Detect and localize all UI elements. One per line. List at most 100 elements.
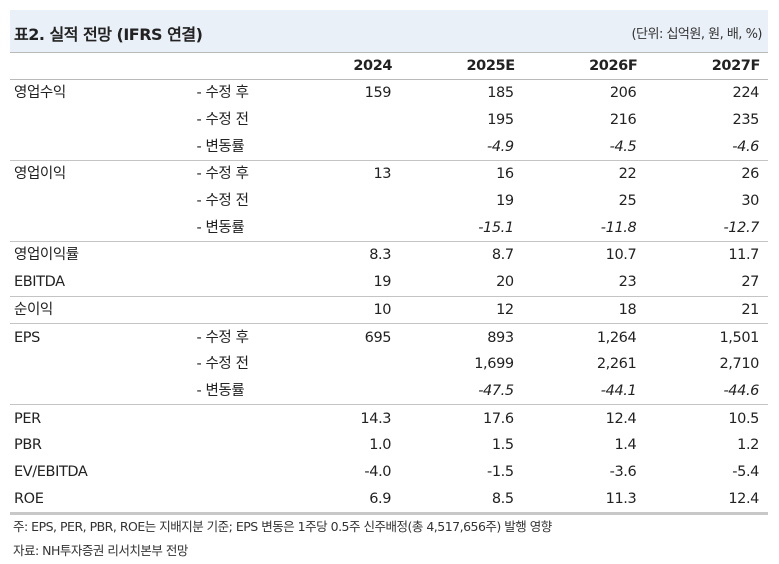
table-row: EBITDA 19 20 23 27 — [10, 269, 768, 296]
cell-value — [338, 351, 400, 378]
cell-value: 30 — [741, 193, 759, 210]
row-sublabel — [196, 269, 337, 296]
cell-value: 893 — [400, 323, 523, 351]
cell-value: 195 — [487, 112, 514, 129]
cell-value: 21 — [645, 295, 768, 324]
cell-value: 1.2 — [737, 437, 759, 454]
table-row: - 수정 전 19 25 30 — [10, 188, 768, 215]
cell-value: 20 — [496, 274, 514, 291]
cell-value: 1.4 — [614, 437, 637, 454]
row-label — [10, 378, 196, 405]
cell-value: 16 — [400, 160, 523, 188]
cell-value: 8.5 — [400, 485, 523, 516]
cell-value: 10 — [337, 295, 401, 324]
cell-value: 235 — [732, 112, 760, 129]
cell-value: 17.6 — [400, 404, 523, 432]
header-2025e: 2025E — [400, 53, 523, 80]
cell-value — [338, 133, 400, 160]
cell-value: 25 — [618, 193, 637, 210]
row-label — [10, 188, 196, 215]
row-sublabel — [196, 241, 338, 269]
cell-value: -12.7 — [723, 219, 759, 236]
cell-value: 1.0 — [369, 437, 392, 454]
cell-value: -5.4 — [732, 463, 759, 480]
row-sublabel: - 수정 전 — [196, 356, 249, 373]
table-row: 영업이익률 8.3 8.7 10.7 11.7 — [10, 241, 768, 269]
row-sublabel: - 수정 후 — [196, 323, 338, 351]
row-label: EBITDA — [14, 274, 65, 291]
row-label: EPS — [10, 323, 197, 351]
cell-value: 695 — [337, 323, 401, 351]
cell-value: 2,261 — [596, 356, 637, 373]
row-sublabel — [196, 404, 338, 432]
cell-value: 8.3 — [337, 241, 401, 269]
table-row: ROE 6.9 8.5 11.3 12.4 — [10, 485, 768, 516]
table-title: 표2. 실적 전망 (IFRS 연결) — [14, 25, 203, 44]
earnings-forecast-table: 2024 2025E 2026F 2027F 영업수익 - 수정 후 159 185 2… — [10, 53, 768, 516]
cell-value: -44.1 — [600, 382, 637, 399]
table-row: - 변동률 -15.1 -11.8 -12.7 — [10, 214, 768, 241]
table-row: EV/EBITDA -4.0 -1.5 -3.6 -5.4 — [10, 459, 768, 486]
cell-value: 18 — [522, 295, 646, 324]
header-label — [10, 53, 197, 80]
table-row: 순이익 10 12 18 21 — [10, 295, 768, 324]
cell-value: -4.9 — [487, 138, 514, 155]
cell-value: 10.7 — [522, 241, 646, 269]
header-2026f: 2026F — [522, 53, 646, 80]
cell-value: 19 — [496, 193, 514, 210]
row-sublabel: - 변동률 — [196, 382, 245, 399]
row-label: PBR — [14, 437, 42, 454]
cell-value: 1,501 — [645, 323, 768, 351]
table-row: - 수정 전 195 216 235 — [10, 107, 768, 134]
row-label: 영업이익 — [10, 160, 197, 188]
table-title-bar: 표2. 실적 전망 (IFRS 연결) (단위: 십억원, 원, 배, %) — [10, 10, 768, 53]
row-sublabel: - 변동률 — [196, 138, 245, 155]
row-sublabel: - 수정 전 — [196, 112, 249, 129]
cell-value: 14.3 — [337, 404, 401, 432]
table-row: - 수정 전 1,699 2,261 2,710 — [10, 351, 768, 378]
unit-label: (단위: 십억원, 원, 배, %) — [631, 27, 762, 42]
row-sublabel — [196, 432, 337, 459]
row-sublabel — [196, 485, 338, 516]
cell-value: 216 — [609, 112, 637, 129]
cell-value: 159 — [364, 85, 392, 102]
cell-value: 224 — [732, 85, 760, 102]
cell-value: 12.4 — [645, 485, 768, 516]
row-sublabel: - 수정 전 — [196, 193, 249, 210]
cell-value — [338, 378, 400, 405]
cell-value: -4.6 — [732, 138, 759, 155]
cell-value: 27 — [741, 274, 759, 291]
header-2024: 2024 — [337, 53, 401, 80]
cell-value: -3.6 — [609, 463, 637, 480]
cell-value: 12 — [400, 295, 523, 324]
cell-value: 206 — [609, 85, 637, 102]
footnote: 주: EPS, PER, PBR, ROE는 지배지분 기준; EPS 변동은 … — [13, 519, 552, 534]
cell-value: 26 — [645, 160, 768, 188]
row-label: ROE — [10, 485, 197, 516]
row-sublabel — [196, 459, 337, 486]
cell-value: -1.5 — [487, 463, 514, 480]
table-row: PER 14.3 17.6 12.4 10.5 — [10, 404, 768, 432]
table-row: - 변동률 -47.5 -44.1 -44.6 — [10, 378, 768, 405]
cell-value: -15.1 — [478, 219, 514, 236]
table-row: EPS - 수정 후 695 893 1,264 1,501 — [10, 323, 768, 351]
cell-value: 2,710 — [719, 356, 759, 373]
cell-value: 1,699 — [474, 356, 514, 373]
cell-value: 185 — [487, 85, 514, 102]
row-label: PER — [10, 404, 197, 432]
header-row: 2024 2025E 2026F 2027F — [10, 53, 768, 80]
cell-value: 11.3 — [522, 485, 646, 516]
cell-value: -4.5 — [609, 138, 637, 155]
row-label: 영업수익 — [14, 85, 66, 102]
cell-value: -44.6 — [723, 382, 759, 399]
row-label — [10, 107, 196, 134]
row-sublabel — [196, 295, 338, 324]
table-row: 영업수익 - 수정 후 159 185 206 224 — [10, 80, 768, 107]
cell-value: 10.5 — [645, 404, 768, 432]
cell-value: 19 — [373, 274, 392, 291]
cell-value: 8.7 — [400, 241, 523, 269]
table-row: - 변동률 -4.9 -4.5 -4.6 — [10, 133, 768, 160]
cell-value: -4.0 — [364, 463, 392, 480]
row-label: EV/EBITDA — [14, 463, 88, 480]
table-row: 영업이익 - 수정 후 13 16 22 26 — [10, 160, 768, 188]
